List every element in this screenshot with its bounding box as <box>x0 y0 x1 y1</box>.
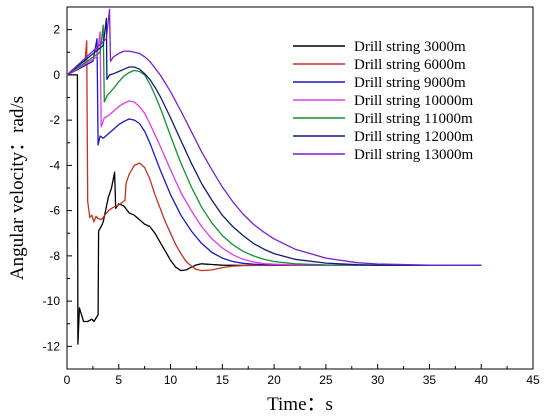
series-line-6 <box>66 8 482 267</box>
y-tick-label: 0 <box>53 68 60 82</box>
axis-ticks: 0 5 10 15 20 25 30 35 40 45 -12 -10 -8 -6 -4 -2 0 2 <box>43 6 540 387</box>
y-tick-label: -12 <box>43 339 61 353</box>
legend-label-6: Drill string 13000m <box>354 147 473 163</box>
x-axis-title: Time：s <box>267 394 333 415</box>
legend-label-3: Drill string 10000m <box>354 93 473 109</box>
y-axis-title: Angular velocity：rad/s <box>7 96 28 280</box>
series-line-4 <box>66 24 482 267</box>
x-tick-label: 10 <box>164 373 178 387</box>
y-tick-label: -2 <box>49 113 60 127</box>
x-tick-label: 15 <box>216 373 230 387</box>
x-tick-label: 25 <box>319 373 333 387</box>
y-tick-label: -10 <box>43 294 61 308</box>
x-tick-label: 5 <box>115 373 122 387</box>
series-line-5 <box>66 17 482 267</box>
y-tick-label: -8 <box>49 249 60 263</box>
y-tick-label: -4 <box>49 158 60 172</box>
x-tick-label: 35 <box>423 373 437 387</box>
series-line-0 <box>67 74 482 345</box>
x-tick-label: 30 <box>371 373 385 387</box>
legend-label-2: Drill string 9000m <box>354 75 466 91</box>
series-group <box>66 8 482 345</box>
x-tick-label: 45 <box>526 373 540 387</box>
legend-label-1: Drill string 6000m <box>354 57 466 73</box>
legend-label-4: Drill string 11000m <box>354 111 473 127</box>
series-line-3 <box>66 31 482 267</box>
x-tick-label: 20 <box>267 373 281 387</box>
legend-label-5: Drill string 12000m <box>354 129 473 145</box>
x-tick-label: 0 <box>64 373 71 387</box>
y-tick-label: -6 <box>49 204 60 218</box>
series-line-2 <box>66 38 482 267</box>
y-tick-label: 2 <box>53 23 60 37</box>
legend-label-0: Drill string 3000m <box>354 39 466 55</box>
series-line-1 <box>66 40 482 272</box>
x-tick-label: 40 <box>475 373 489 387</box>
legend: Drill string 3000m Drill string 6000m Dril… <box>293 39 473 163</box>
